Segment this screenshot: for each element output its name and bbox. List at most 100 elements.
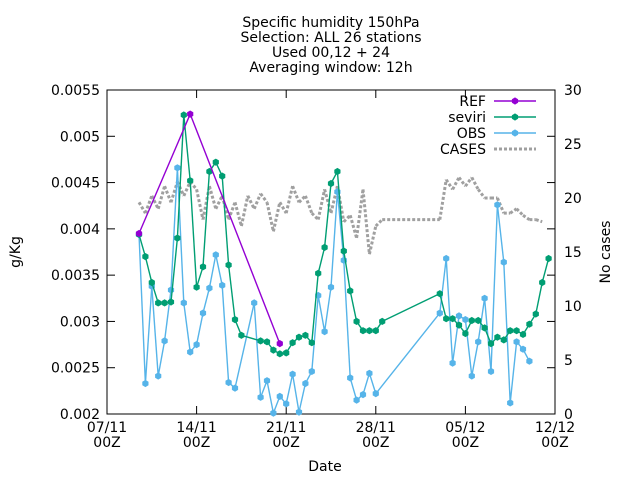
seviri-segment bbox=[176, 114, 185, 239]
seviri-point bbox=[449, 315, 456, 323]
seviri-point bbox=[468, 316, 475, 325]
y-tick-label: 0.0055 bbox=[51, 83, 100, 99]
obs-point bbox=[513, 338, 520, 346]
y2-tick-label: 30 bbox=[564, 83, 582, 99]
legend-marker-ref bbox=[511, 97, 519, 105]
obs-point bbox=[199, 309, 207, 317]
obs-point bbox=[180, 299, 187, 307]
cases-segment bbox=[271, 201, 282, 232]
cases-segment bbox=[374, 218, 384, 228]
seviri-segment bbox=[195, 266, 204, 288]
seviri-point bbox=[475, 316, 482, 325]
seviri-point bbox=[180, 111, 187, 119]
seviri-segment bbox=[241, 334, 261, 342]
obs-segment bbox=[176, 167, 185, 303]
cases-segment bbox=[457, 176, 467, 188]
x-tick-label-date: 07/11 bbox=[87, 420, 127, 436]
obs-point bbox=[366, 369, 373, 377]
obs-segment bbox=[163, 289, 172, 341]
obs-segment bbox=[215, 254, 223, 286]
cases-segment bbox=[156, 185, 167, 210]
seviri-point bbox=[532, 310, 539, 318]
obs-segment bbox=[208, 254, 217, 289]
seviri-segment bbox=[343, 250, 351, 291]
seviri-point bbox=[193, 283, 200, 291]
seviri-segment bbox=[144, 256, 153, 283]
legend-label-seviri: seviri bbox=[448, 110, 486, 126]
obs-point bbox=[289, 370, 296, 378]
obs-point bbox=[475, 338, 482, 346]
seviri-segment bbox=[381, 293, 441, 323]
cases-segment bbox=[182, 181, 192, 197]
obs-segment bbox=[253, 302, 262, 398]
cases-segment bbox=[259, 192, 269, 204]
seviri-point bbox=[283, 349, 290, 357]
obs-segment bbox=[195, 312, 204, 345]
obs-point bbox=[231, 384, 239, 392]
seviri-point bbox=[494, 333, 501, 341]
seviri-point bbox=[225, 261, 232, 269]
y2-tick-label: 25 bbox=[564, 137, 582, 153]
cases-segment bbox=[143, 195, 154, 214]
cases-segment bbox=[137, 201, 147, 214]
cases-segment bbox=[265, 201, 275, 232]
seviri-point bbox=[462, 329, 469, 338]
obs-point bbox=[353, 396, 360, 404]
x-axis: 07/1100Z14/1100Z21/1100Z28/1100Z05/1200Z… bbox=[87, 90, 575, 451]
cases-segment bbox=[509, 207, 518, 215]
obs-point bbox=[327, 283, 335, 291]
obs-point bbox=[167, 286, 175, 294]
seviri-point bbox=[519, 330, 527, 338]
obs-segment bbox=[509, 341, 518, 403]
cases-segment bbox=[444, 178, 454, 191]
obs-segment bbox=[183, 302, 191, 353]
obs-point bbox=[295, 408, 303, 416]
seviri-point bbox=[270, 346, 277, 354]
seviri-point bbox=[545, 254, 552, 263]
obs-point bbox=[193, 341, 200, 349]
obs-segment bbox=[138, 234, 147, 384]
obs-point bbox=[443, 254, 450, 263]
seviri-segment bbox=[202, 171, 211, 267]
seviri-point bbox=[487, 340, 495, 348]
seviri-segment bbox=[170, 238, 179, 303]
seviri-point bbox=[155, 299, 162, 307]
seviri-point bbox=[295, 333, 303, 341]
ref-point bbox=[187, 110, 194, 118]
y2-tick-label: 5 bbox=[564, 353, 573, 369]
cases-segment bbox=[496, 197, 506, 214]
obs-segment bbox=[157, 340, 166, 377]
seviri-point bbox=[334, 167, 341, 176]
cases-segment bbox=[355, 189, 365, 239]
obs-point bbox=[308, 367, 315, 375]
seviri-point bbox=[174, 234, 181, 242]
seviri-point bbox=[481, 324, 488, 332]
seviri-point bbox=[187, 177, 194, 185]
obs-point bbox=[161, 337, 168, 345]
legend-marker-obs bbox=[511, 129, 519, 137]
legend-label-ref: REF bbox=[459, 94, 486, 110]
obs-point bbox=[276, 392, 283, 400]
obs-point bbox=[270, 409, 277, 417]
seviri-point bbox=[263, 338, 271, 346]
seviri-point bbox=[276, 350, 283, 358]
seviri-segment bbox=[535, 282, 543, 315]
seviri-point bbox=[199, 263, 207, 271]
seviri-segment bbox=[151, 282, 159, 304]
cases-segment bbox=[451, 176, 461, 191]
seviri-point bbox=[315, 269, 322, 277]
seviri-point bbox=[513, 327, 520, 335]
cases-segment bbox=[323, 188, 333, 214]
obs-segment bbox=[144, 286, 153, 384]
cases-segment bbox=[246, 195, 256, 210]
seviri-segment bbox=[349, 290, 358, 322]
obs-segment bbox=[317, 295, 326, 332]
x-tick-label-date: 12/12 bbox=[535, 420, 575, 436]
seviri-point bbox=[379, 317, 386, 325]
seviri-point bbox=[500, 336, 507, 344]
obs-segment bbox=[311, 295, 319, 372]
y2-tick-label: 10 bbox=[564, 299, 582, 315]
